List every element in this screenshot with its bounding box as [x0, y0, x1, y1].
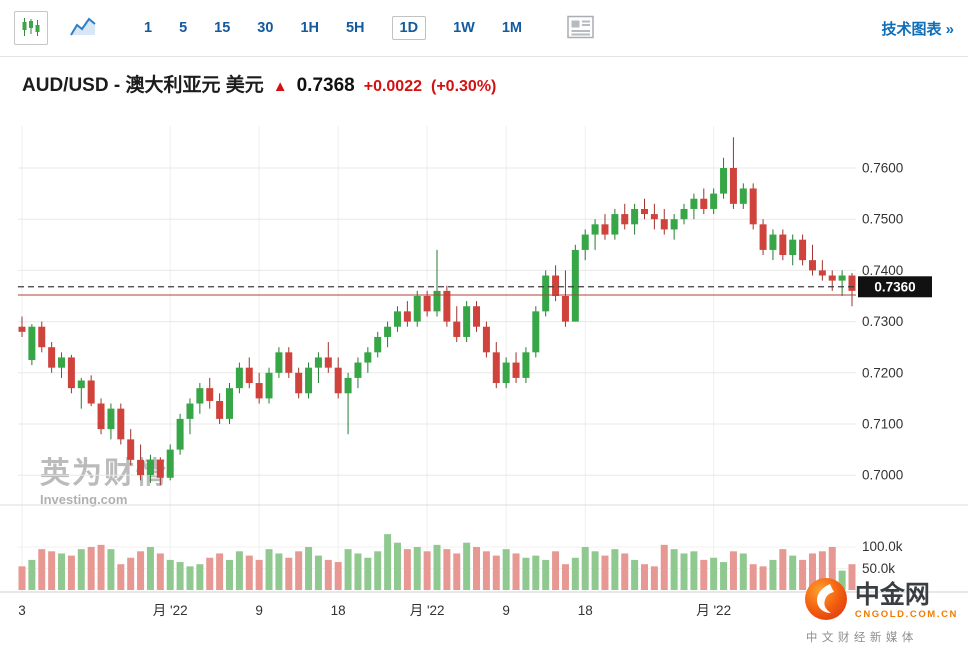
chart-type-group — [14, 11, 100, 45]
toolbar: 1 5 15 30 1H 5H 1D 1W 1M 技术图表 » — [0, 0, 968, 57]
svg-text:0.7400: 0.7400 — [862, 263, 903, 278]
last-price: 0.7368 — [296, 75, 355, 96]
timeframe-5h[interactable]: 5H — [345, 20, 365, 36]
svg-text:0.7000: 0.7000 — [862, 468, 903, 483]
svg-text:月 '22: 月 '22 — [410, 603, 445, 618]
timeframe-5[interactable]: 5 — [179, 20, 188, 36]
up-arrow-icon: ▲ — [272, 78, 288, 95]
svg-text:0.7200: 0.7200 — [862, 365, 903, 380]
svg-text:9: 9 — [255, 603, 263, 618]
line-chart-button[interactable] — [66, 11, 100, 45]
timeframe-1m[interactable]: 1M — [501, 20, 522, 36]
news-button[interactable] — [563, 11, 598, 45]
svg-text:月 '22: 月 '22 — [696, 603, 731, 618]
candlestick-chart-button[interactable] — [14, 11, 48, 45]
price-change: +0.0022 — [363, 78, 422, 95]
svg-text:100.0k: 100.0k — [862, 539, 903, 554]
investing-watermark: 英为财情 Investing.com — [40, 448, 168, 507]
timeframe-1[interactable]: 1 — [144, 20, 153, 36]
watermark-title: 英为财情 — [40, 457, 168, 490]
watermark-subtitle: Investing.com — [40, 492, 128, 507]
svg-text:9: 9 — [502, 603, 510, 618]
svg-text:18: 18 — [331, 603, 346, 618]
technical-chart-link[interactable]: 技术图表 » — [881, 20, 954, 38]
cngold-flame-icon — [804, 577, 848, 626]
pair-title: AUD/USD - 澳大利亚元 美元 — [22, 75, 264, 96]
svg-text:0.7500: 0.7500 — [862, 212, 903, 227]
current-price-badge — [858, 276, 932, 298]
svg-text:18: 18 — [578, 603, 593, 618]
brand-domain: CNGOLD.COM.CN — [854, 609, 958, 621]
news-icon — [567, 15, 595, 42]
cngold-branding[interactable]: 中金网 CNGOLD.COM.CN 中文财经新媒体 — [804, 577, 958, 645]
price-chart-canvas[interactable]: 0.7600 0.7500 0.7400 0.7300 0.7200 0.7100 0.70… — [0, 118, 968, 650]
timeframe-1h[interactable]: 1H — [300, 20, 319, 36]
timeframe-1d[interactable]: 1D — [391, 16, 427, 40]
svg-text:0.7300: 0.7300 — [862, 314, 903, 329]
svg-text:3: 3 — [18, 603, 26, 618]
timeframe-15[interactable]: 15 — [214, 20, 231, 36]
timeframe-30[interactable]: 30 — [257, 20, 274, 36]
brand-name: 中金网 — [854, 580, 930, 609]
line-chart-icon — [69, 15, 97, 42]
brand-row: 中金网 CNGOLD.COM.CN — [804, 577, 958, 626]
price-change-percent: (+0.30%) — [431, 78, 497, 95]
timeframe-1w[interactable]: 1W — [453, 20, 475, 36]
svg-text:50.0k: 50.0k — [862, 561, 895, 576]
svg-text:0.7360: 0.7360 — [874, 279, 915, 294]
svg-text:月 '22: 月 '22 — [153, 603, 188, 618]
svg-text:0.7100: 0.7100 — [862, 417, 903, 432]
brand-tagline: 中文财经新媒体 — [805, 632, 918, 644]
svg-text:0.7600: 0.7600 — [862, 161, 903, 176]
candlestick-chart-icon — [21, 17, 41, 40]
instrument-header: AUD/USD - 澳大利亚元 美元 ▲ 0.7368 +0.0022 (+0.… — [22, 70, 496, 97]
timeframe-selector: 1 5 15 30 1H 5H 1D 1W 1M — [144, 16, 522, 40]
brand-text: 中金网 CNGOLD.COM.CN — [854, 580, 958, 621]
